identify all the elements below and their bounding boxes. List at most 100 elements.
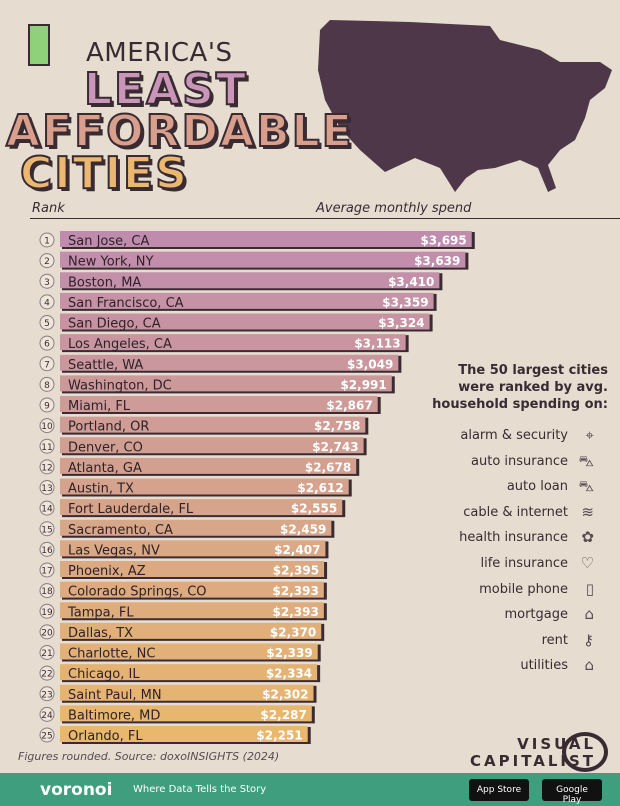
- bar: [60, 354, 399, 371]
- bar: [60, 313, 430, 330]
- legend-item: mortgage: [504, 607, 568, 623]
- city-label: Denver, CO: [68, 440, 143, 455]
- rank-badge: [39, 418, 55, 434]
- rank-badge: [39, 603, 55, 619]
- camera-icon: ⌖: [585, 426, 594, 444]
- city-label: Atlanta, GA: [68, 461, 142, 476]
- bar: [60, 664, 318, 681]
- legend-title-line: The 50 largest cities: [458, 363, 608, 378]
- value-label: $3,049: [347, 357, 393, 371]
- utilities-icon: ⌂: [584, 656, 594, 675]
- value-label: $2,251: [256, 729, 302, 743]
- value-label: $2,339: [266, 646, 312, 660]
- rank-badge: [39, 356, 55, 372]
- rank-badge: [39, 624, 55, 640]
- house-icon: ⌂: [584, 605, 594, 624]
- bar: [60, 684, 314, 701]
- rank-badge: [39, 645, 55, 660]
- binoculars-icon: [562, 732, 608, 772]
- rank-label: 3: [44, 278, 50, 288]
- bar: [60, 581, 324, 598]
- header-divider: [30, 218, 620, 219]
- value-label: $3,113: [354, 337, 400, 351]
- value-label: $2,758: [314, 419, 360, 433]
- rank-badge: [39, 232, 55, 248]
- rank-badge: [39, 315, 55, 330]
- rank-badge: [39, 376, 55, 392]
- city-label: Sacramento, CA: [68, 523, 173, 538]
- rank-label: 12: [41, 463, 52, 473]
- title-line-2: LEAST: [83, 63, 248, 116]
- bar: [60, 540, 326, 557]
- rank-badge: [39, 397, 55, 413]
- city-label: Charlotte, NC: [68, 647, 155, 662]
- city-label: Miami, FL: [68, 399, 131, 414]
- value-label: $3,359: [382, 295, 428, 309]
- bar: [60, 622, 322, 639]
- bar: [60, 375, 392, 392]
- rank-label: 17: [41, 567, 52, 577]
- city-label: New York, NY: [68, 255, 154, 270]
- value-label: $2,612: [297, 481, 343, 495]
- rank-badge: [39, 583, 55, 599]
- bar: [60, 519, 332, 536]
- rank-badge: [39, 480, 55, 495]
- legend-item: mobile phone: [479, 581, 568, 597]
- bar: [60, 457, 357, 474]
- value-label: $3,639: [414, 254, 460, 268]
- legend-title: The 50 largest cities were ranked by avg…: [408, 362, 608, 413]
- bar: [60, 334, 406, 351]
- legend-item: rent: [541, 632, 568, 648]
- bar: [60, 705, 312, 722]
- money-hand-icon: [28, 24, 50, 66]
- bar: [60, 292, 434, 309]
- heart-icon: ♡: [580, 554, 594, 572]
- rank-label: 6: [44, 340, 50, 350]
- legend-item: utilities: [520, 658, 568, 674]
- phone-icon: ▯: [585, 579, 594, 598]
- rank-label: 8: [44, 381, 50, 391]
- city-label: Colorado Springs, CO: [68, 585, 207, 600]
- city-label: Boston, MA: [68, 275, 141, 290]
- rank-badge: [39, 500, 55, 516]
- legend-item: health insurance: [459, 530, 568, 546]
- spend-header: Average monthly spend: [316, 201, 472, 216]
- voronoi-logo[interactable]: voronoi: [40, 780, 113, 800]
- title-line-4: CITIES: [19, 147, 189, 200]
- rank-badge: [39, 727, 55, 743]
- bar: [60, 231, 472, 247]
- city-label: Phoenix, AZ: [68, 564, 146, 579]
- title-line-1: AMERICA'S: [86, 38, 233, 68]
- city-label: Las Vegas, NV: [68, 543, 160, 558]
- city-label: Orlando, FL: [68, 729, 143, 744]
- rank-badge: [39, 438, 55, 454]
- city-label: Los Angeles, CA: [68, 337, 172, 352]
- bar: [60, 396, 378, 412]
- bar: [60, 437, 364, 454]
- value-label: $2,407: [274, 543, 320, 557]
- rank-label: 15: [41, 525, 52, 535]
- value-label: $3,695: [420, 234, 466, 248]
- rank-badge: [39, 459, 55, 475]
- rank-badge: [39, 253, 55, 269]
- app-store-button[interactable]: App Store: [469, 779, 529, 801]
- bar: [60, 416, 366, 433]
- bar: [60, 643, 318, 660]
- google-play-button[interactable]: Google Play: [542, 779, 602, 805]
- car-icon: ⛍: [578, 451, 594, 470]
- city-label: Seattle, WA: [68, 358, 143, 373]
- legend-title-line: household spending on:: [432, 397, 608, 412]
- rank-label: 13: [41, 484, 52, 494]
- rank-label: 19: [41, 608, 53, 618]
- rank-label: 4: [44, 298, 50, 308]
- rank-header: Rank: [32, 201, 65, 216]
- legend-item: auto insurance: [471, 453, 568, 469]
- bar: [60, 272, 440, 289]
- source-note: Figures rounded. Source: doxoINSIGHTS (2…: [18, 750, 280, 763]
- city-label: Chicago, IL: [68, 667, 140, 682]
- rank-label: 20: [41, 628, 53, 638]
- tagline: Where Data Tells the Story: [133, 784, 267, 795]
- city-label: Saint Paul, MN: [68, 688, 162, 703]
- city-label: San Jose, CA: [68, 234, 149, 249]
